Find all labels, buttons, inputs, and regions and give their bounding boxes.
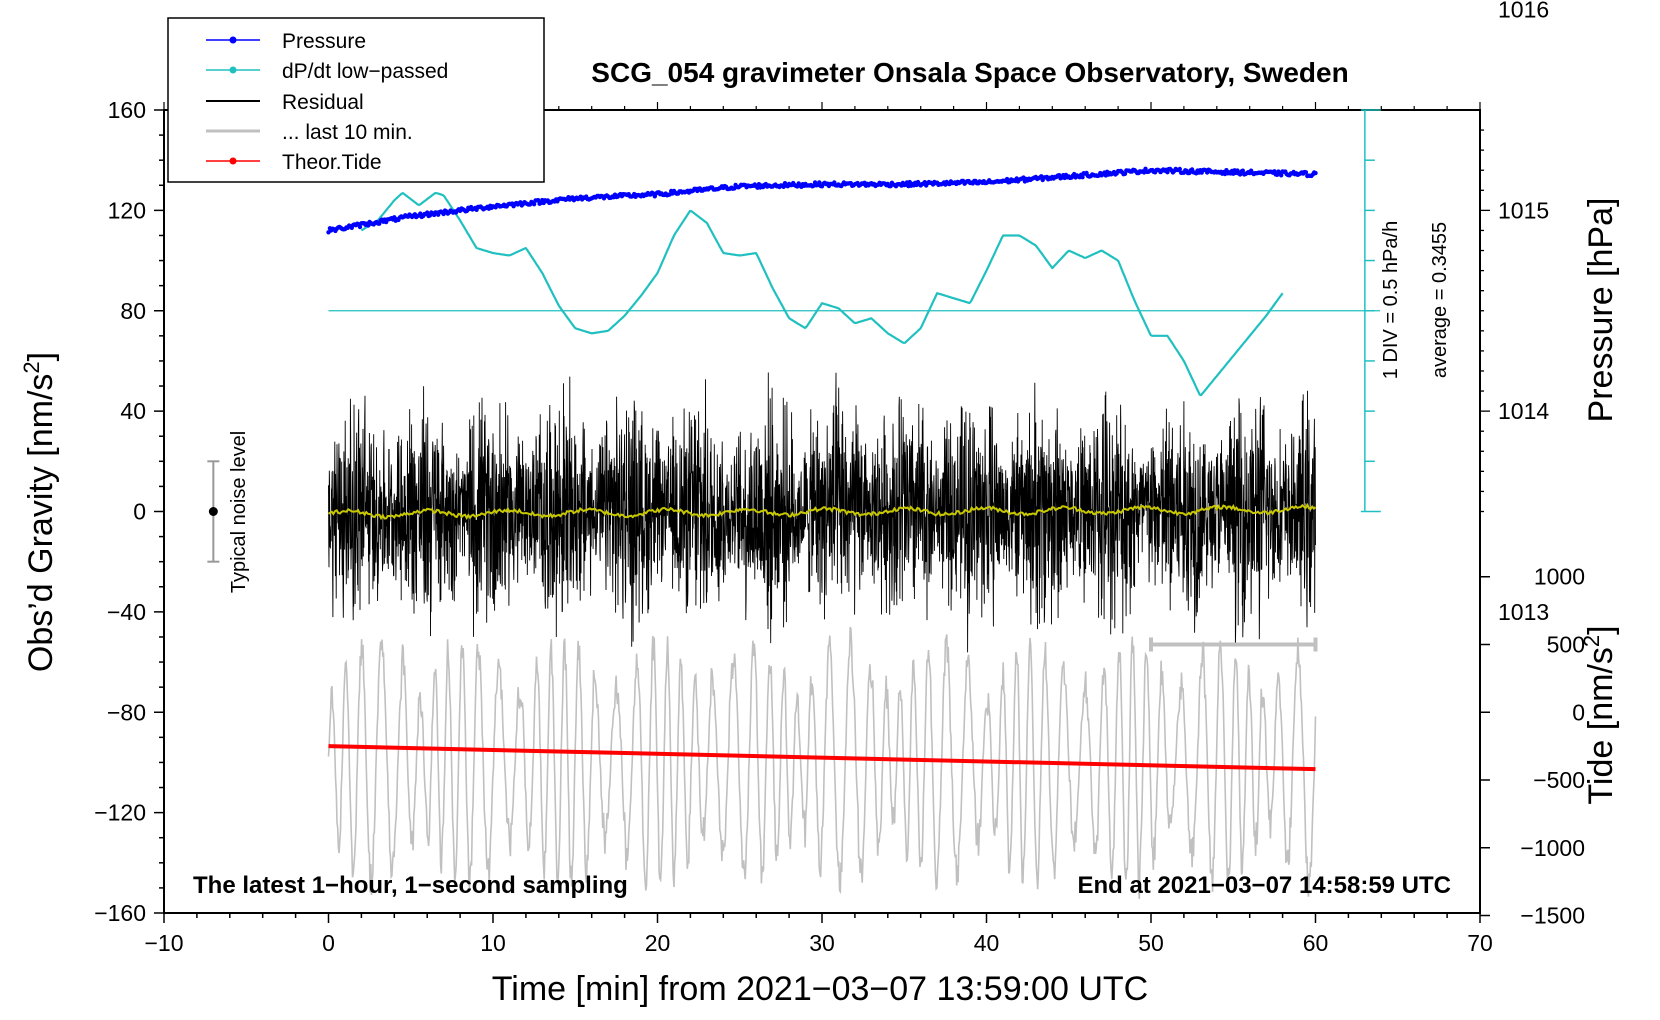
time-tick-label: 30 (809, 930, 835, 956)
time-tick-label: 0 (322, 930, 335, 956)
gravity-tick-label: 80 (120, 298, 146, 324)
tide-tick-label: 500 (1547, 631, 1585, 657)
noise-level-label: Typical noise level (228, 431, 250, 593)
series-layer (326, 166, 1380, 899)
series-residual-line (328, 372, 1316, 653)
pressure-tick-label: 1013 (1498, 599, 1549, 625)
gravity-tick-label: 40 (120, 398, 146, 424)
y-axis-label-gravity: Obs’d Gravity [nm/s2] (19, 352, 60, 672)
pressure-tick-label: 1014 (1498, 398, 1549, 424)
series-last10-line (327, 626, 1317, 899)
legend: Pressure dP/dt low−passed Residual ... l… (167, 17, 545, 183)
average-note: average = 0.3455 (1429, 222, 1451, 378)
legend-label-last10: ... last 10 min. (282, 121, 413, 144)
legend-marker-dpdt (229, 66, 237, 74)
pressure-point (1240, 168, 1246, 173)
note-latest-hour: The latest 1−hour, 1−second sampling (193, 872, 628, 899)
noise-bar-center-dot (208, 507, 218, 516)
pressure-point (425, 210, 430, 215)
gravity-axis: 160 120 80 40 0 −40 −80 −120 −160 (94, 97, 164, 926)
gravity-tick-label: 160 (108, 97, 146, 123)
y-axis-label-pressure: Pressure [hPa] (1582, 198, 1620, 423)
noise-level-bar (207, 460, 220, 563)
pressure-point (531, 202, 537, 207)
note-end-time: End at 2021−03−07 14:58:59 UTC (1077, 872, 1451, 899)
gravity-tick-label: 0 (133, 499, 146, 525)
series-tide (328, 744, 1316, 772)
series-residual-mean-line (328, 502, 1317, 521)
gravity-tick-label: −120 (94, 800, 146, 826)
pressure-point (441, 211, 446, 217)
pressure-tick-label: 1016 (1498, 0, 1549, 23)
tide-axis: 1000 500 0 −500 −1000 −1500 (1480, 564, 1585, 929)
time-tick-label: −10 (144, 930, 183, 956)
gravity-tick-label: 120 (108, 197, 146, 223)
pressure-axis: 1016 1015 1014 1013 (1480, 0, 1549, 625)
time-tick-label: 20 (645, 930, 671, 956)
tide-tick-label: −500 (1533, 767, 1585, 793)
tide-tick-label: 1000 (1534, 564, 1585, 590)
legend-label-tide: Theor.Tide (282, 151, 382, 174)
pressure-tick-label: 1015 (1498, 197, 1549, 223)
legend-marker-pressure (229, 36, 237, 44)
pressure-point (357, 224, 363, 230)
pressure-point (1080, 175, 1085, 180)
pressure-point (1279, 173, 1284, 178)
tide-tick-label: −1000 (1520, 835, 1585, 861)
dpdt-scale-note: 1 DIV = 0.5 hPa/h (1380, 221, 1402, 379)
time-tick-label: 10 (480, 930, 506, 956)
gravity-tick-label: −40 (107, 599, 146, 625)
last-10-min-bracket (1149, 637, 1318, 652)
gravity-tick-label: −160 (94, 900, 146, 926)
pressure-point (536, 198, 541, 203)
legend-label-residual: Residual (282, 91, 364, 114)
tide-line (328, 744, 1316, 772)
legend-label-dpdt: dP/dt low−passed (282, 60, 448, 83)
pressure-point (817, 180, 822, 185)
tide-tick-label: −1500 (1520, 903, 1585, 929)
time-tick-label: 50 (1138, 930, 1164, 956)
time-tick-label: 60 (1303, 930, 1329, 956)
pressure-point (1122, 171, 1128, 176)
chart-title: SCG_054 gravimeter Onsala Space Observat… (591, 57, 1348, 88)
time-axis: −10 0 10 20 30 40 50 60 70 (144, 102, 1493, 956)
y-axis-label-tide: Tide [nm/s2] (1579, 625, 1620, 804)
time-tick-label: 40 (974, 930, 1000, 956)
series-pressure (326, 166, 1318, 235)
time-tick-label: 70 (1467, 930, 1493, 956)
x-axis-label: Time [min] from 2021−03−07 13:59:00 UTC (492, 970, 1148, 1008)
gravity-tick-label: −80 (107, 699, 146, 725)
dpdt-scale-bar (1360, 109, 1381, 513)
tide-tick-label: 0 (1572, 699, 1585, 725)
legend-marker-tide (229, 157, 237, 165)
pressure-point (1313, 170, 1318, 176)
pressure-point (1177, 166, 1183, 172)
series-dpdt-line (360, 192, 1284, 397)
legend-label-pressure: Pressure (282, 30, 366, 53)
pressure-point (1303, 170, 1309, 175)
pressure-point (418, 211, 423, 216)
